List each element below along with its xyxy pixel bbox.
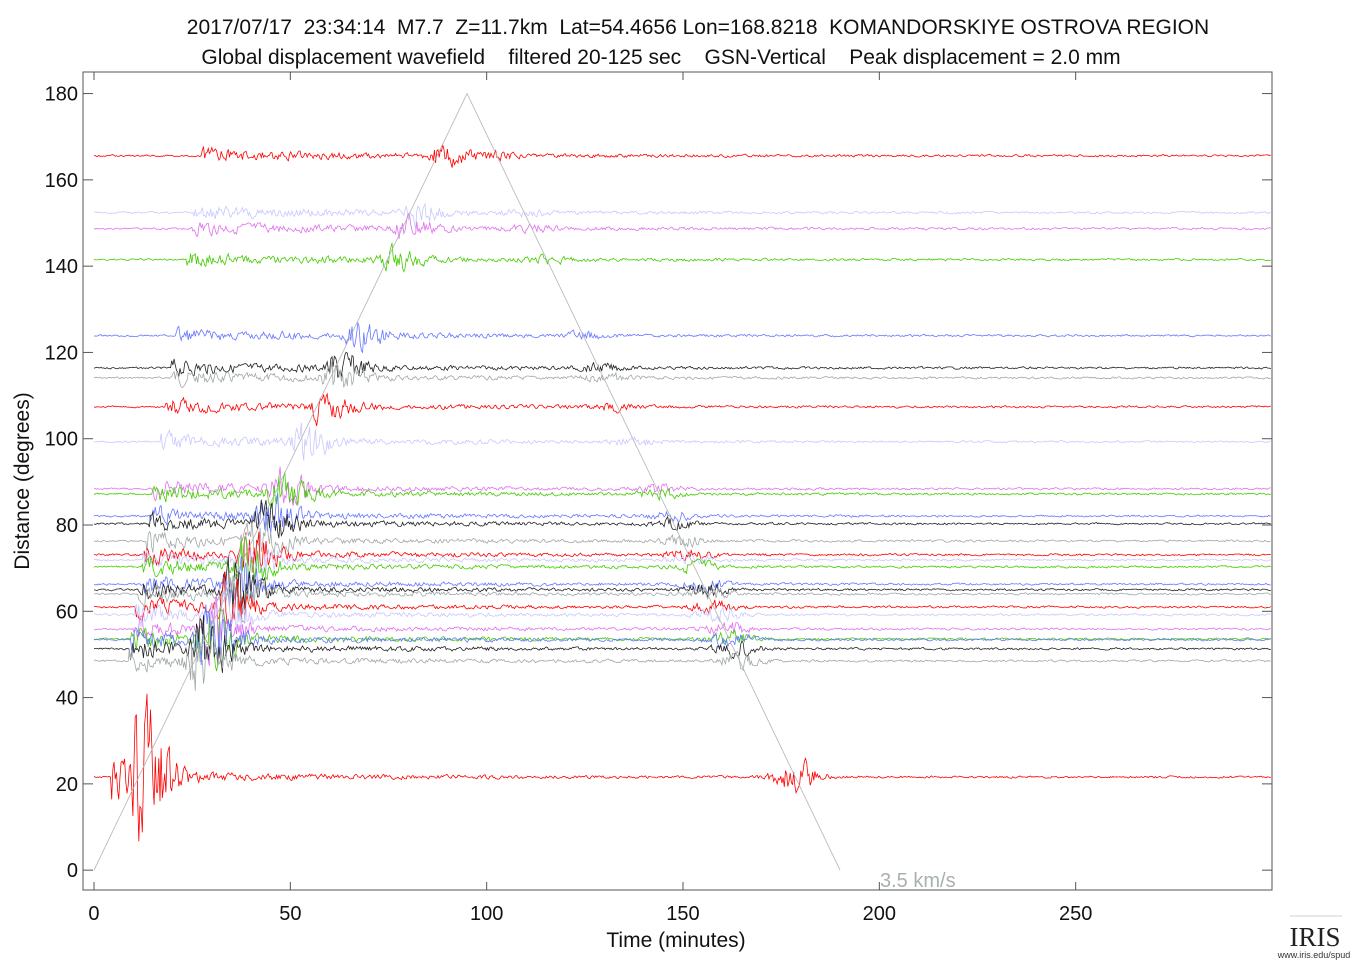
- y-tick-label: 80: [56, 515, 78, 537]
- trace-71.9: [94, 534, 1271, 579]
- trace-123.9: [93, 322, 1271, 354]
- x-tick-label: 200: [863, 903, 896, 925]
- velocity-line: [93, 92, 841, 871]
- y-tick-label: 20: [56, 774, 78, 796]
- trace-51.3: [93, 615, 1271, 673]
- trace-99.3: [93, 422, 1271, 461]
- trace-53.4: [93, 604, 1271, 666]
- trace-107.4: [93, 392, 1271, 426]
- chart-subtitle: Global displacement wavefield filtered 2…: [201, 46, 1120, 69]
- trace-73.1: [93, 531, 1271, 573]
- y-tick-label: 0: [67, 860, 78, 882]
- trace-88.4: [93, 466, 1271, 507]
- trace-152.4: [93, 202, 1271, 229]
- plot-frame: [82, 71, 1273, 891]
- logo-url: www.iris.edu/spud: [1277, 950, 1351, 960]
- trace-21.6: [93, 693, 1271, 842]
- axes: 0 50 100 150 200 250 0 20 40 60 80 100 120 140 160 180: [45, 72, 1272, 925]
- trace-165.6: [93, 144, 1271, 168]
- x-tick-label: 0: [88, 903, 99, 925]
- trace-70.3: [93, 535, 1272, 581]
- chart-title: 2017/07/17 23:34:14 M7.7 Z=11.7km Lat=54…: [187, 16, 1209, 39]
- y-tick-label: 160: [45, 170, 78, 192]
- trace-61: [93, 571, 1272, 632]
- trace-65: [93, 557, 1271, 615]
- trace-66.3: [93, 556, 1271, 608]
- y-tick-label: 100: [45, 429, 78, 451]
- trace-114.1: [93, 360, 1271, 388]
- iris-logo[interactable]: IRIS www.iris.edu/spud: [1277, 915, 1351, 960]
- traces-group: [93, 144, 1272, 842]
- trace-80.3: [93, 499, 1271, 539]
- trace-141.5: [93, 242, 1271, 273]
- trace-48.5: [93, 632, 1271, 691]
- trace-55.9: [93, 595, 1271, 666]
- x-tick-label: 100: [470, 903, 503, 925]
- y-tick-label: 120: [45, 342, 78, 364]
- trace-59.2: [93, 580, 1271, 634]
- y-tick-label: 140: [45, 256, 78, 278]
- trace-82.1: [93, 493, 1271, 534]
- x-tick-label: 150: [666, 903, 699, 925]
- trace-116.4: [93, 351, 1271, 378]
- y-tick-label: 180: [45, 84, 78, 106]
- trace-87.2: [93, 471, 1272, 509]
- y-tick-label: 40: [56, 688, 78, 710]
- y-axis-label: Distance (degrees): [11, 392, 34, 569]
- trace-148.7: [93, 212, 1272, 239]
- velocity-label: 3.5 km/s: [880, 870, 956, 892]
- x-tick-label: 250: [1059, 903, 1092, 925]
- x-tick-label: 50: [279, 903, 301, 925]
- y-tick-label: 60: [56, 601, 78, 623]
- trace-64: [94, 575, 1272, 625]
- x-axis-label: Time (minutes): [606, 929, 745, 952]
- logo-text: IRIS: [1289, 922, 1340, 952]
